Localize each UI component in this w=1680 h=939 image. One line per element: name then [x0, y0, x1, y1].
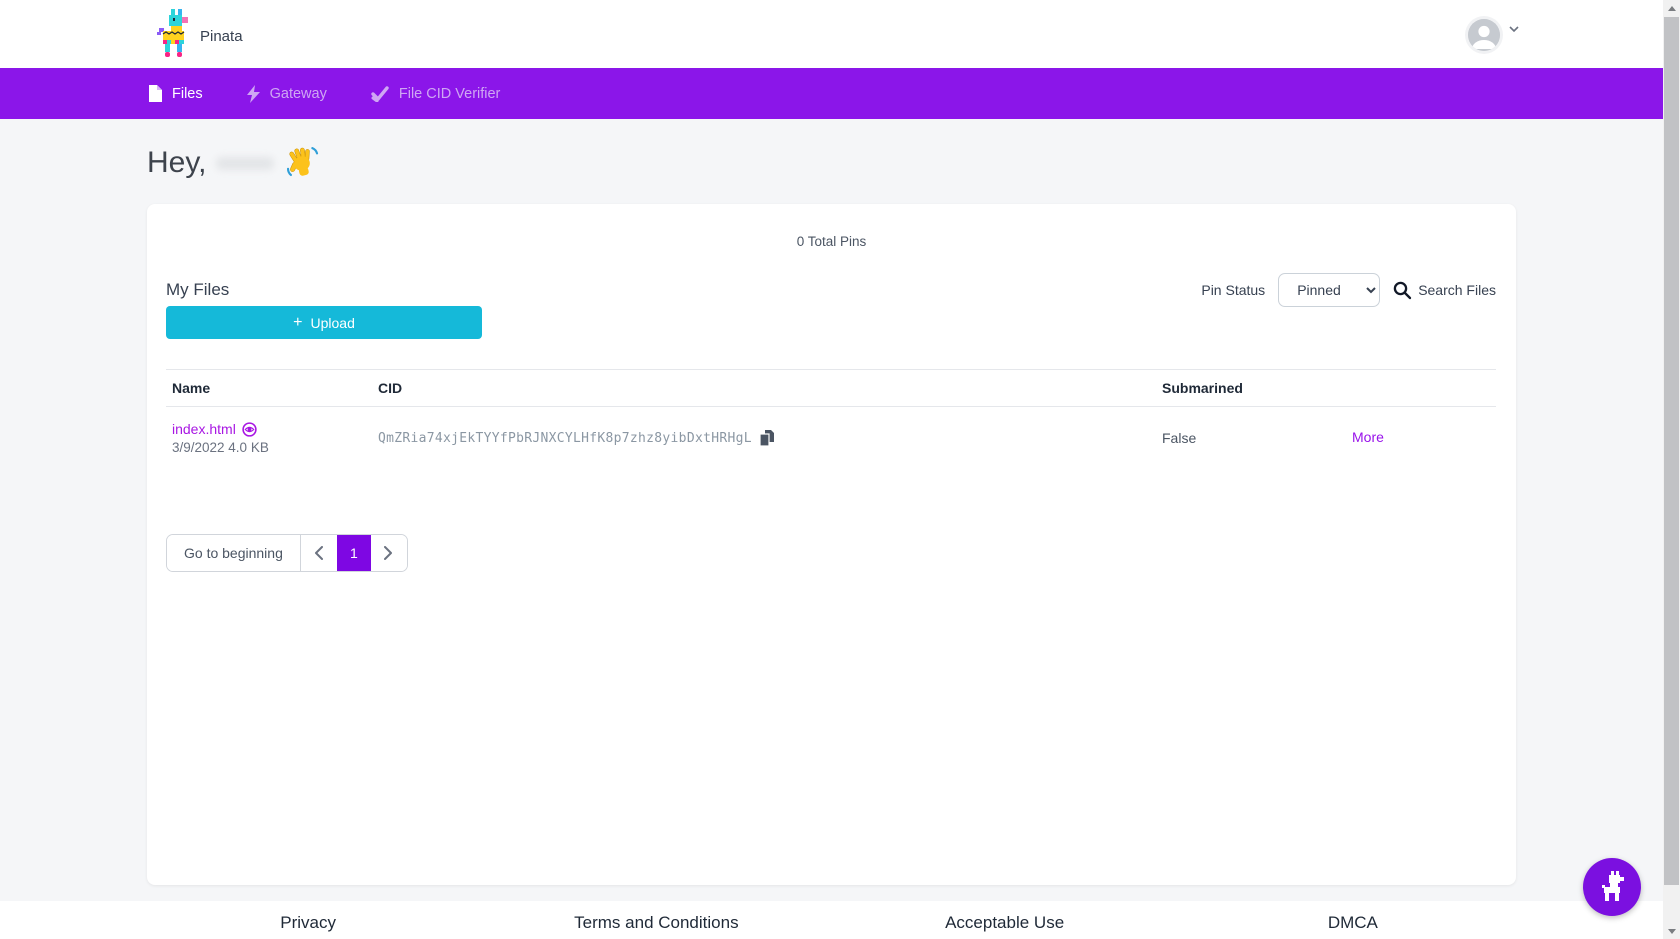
- file-name-cell: index.html 3/9/2022 4.0 KB: [166, 421, 378, 455]
- next-page-button[interactable]: [370, 535, 407, 571]
- previous-page-button[interactable]: [300, 535, 337, 571]
- table-header-row: Name CID Submarined: [166, 369, 1496, 407]
- vertical-scrollbar[interactable]: [1663, 0, 1680, 939]
- footer-link-terms[interactable]: Terms and Conditions: [574, 913, 739, 932]
- go-to-beginning-button[interactable]: Go to beginning: [167, 535, 301, 571]
- chevron-right-icon: [384, 546, 393, 560]
- pin-status-select[interactable]: Pinned: [1278, 273, 1381, 307]
- files-card: 0 Total Pins My Files Pin Status Pinned …: [147, 204, 1516, 885]
- files-table: Name CID Submarined index.html: [166, 369, 1496, 469]
- page-footer: Privacy Terms and Conditions Acceptable …: [0, 901, 1663, 939]
- cid-value: QmZRia74xjEkTYYfPbRJNXCYLHfK8p7zhz8yibDx…: [378, 430, 752, 446]
- chevron-left-icon: [315, 546, 324, 560]
- page-number-button[interactable]: 1: [336, 535, 371, 571]
- nav-item-label: Files: [172, 85, 203, 102]
- filter-controls: Pin Status Pinned Search Files: [1201, 273, 1496, 307]
- pinata-chat-fab[interactable]: [1583, 858, 1641, 916]
- user-menu-button[interactable]: [1465, 16, 1503, 54]
- redacted-username: [216, 156, 275, 170]
- upload-button[interactable]: + Upload: [166, 306, 482, 339]
- main-nav: Files Gateway File CID Verifier: [0, 68, 1663, 119]
- greeting-heading: Hey,: [147, 141, 320, 185]
- waving-hand-emoji: [287, 147, 319, 177]
- nav-item-label: Gateway: [269, 85, 327, 102]
- file-cid-cell: QmZRia74xjEkTYYfPbRJNXCYLHfK8p7zhz8yibDx…: [378, 430, 1162, 446]
- preview-eye-icon[interactable]: [242, 421, 257, 437]
- column-header-cid: CID: [378, 380, 403, 396]
- column-header-name: Name: [172, 380, 211, 396]
- plus-icon: +: [293, 313, 303, 331]
- column-header-submarined: Submarined: [1162, 380, 1243, 396]
- search-icon: [1393, 281, 1412, 299]
- footer-link-acceptable-use[interactable]: Acceptable Use: [945, 913, 1065, 932]
- footer-link-dmca[interactable]: DMCA: [1327, 913, 1378, 932]
- total-pins-summary: 0 Total Pins: [796, 234, 867, 249]
- section-header-row: My Files Pin Status Pinned Search Files: [166, 270, 1496, 310]
- copy-icon: [759, 430, 774, 446]
- my-files-title: My Files: [166, 280, 230, 299]
- copy-cid-button[interactable]: [759, 430, 774, 446]
- footer-links: Privacy Terms and Conditions Acceptable …: [134, 913, 1527, 933]
- brand-name: Pinata: [200, 28, 243, 45]
- page-body: Hey, 0 Total Pins My Files: [0, 119, 1663, 901]
- file-name-link[interactable]: index.html: [172, 421, 236, 437]
- pagination: Go to beginning 1: [166, 534, 408, 572]
- scrollbar-thumb[interactable]: [1664, 17, 1679, 885]
- greeting-text: Hey,: [147, 146, 207, 179]
- pinata-llama-icon: [1602, 871, 1624, 901]
- file-date-size: 3/9/2022 4.0 KB: [172, 440, 269, 455]
- person-icon: [1468, 19, 1500, 51]
- chevron-down-icon[interactable]: [1509, 26, 1519, 33]
- pinata-logo-icon: [157, 9, 188, 57]
- lightning-icon: [246, 84, 260, 103]
- app-header: Pinata: [0, 0, 1663, 68]
- nav-item-file-cid-verifier[interactable]: File CID Verifier: [371, 85, 501, 102]
- avatar: [1468, 19, 1500, 51]
- row-actions-cell: More: [1352, 429, 1496, 447]
- footer-link-privacy[interactable]: Privacy: [280, 913, 336, 932]
- search-files-label: Search Files: [1418, 282, 1496, 298]
- nav-item-gateway[interactable]: Gateway: [246, 84, 327, 103]
- more-link[interactable]: More: [1352, 429, 1384, 445]
- search-files-button[interactable]: Search Files: [1393, 281, 1496, 300]
- check-icon: [371, 85, 389, 102]
- scroll-down-arrow[interactable]: [1663, 923, 1680, 939]
- scroll-up-arrow[interactable]: [1663, 0, 1680, 16]
- table-row: index.html 3/9/2022 4.0 KB QmZRia74xjEkT…: [166, 407, 1496, 469]
- nav-item-files[interactable]: Files: [148, 85, 203, 102]
- pin-status-label: Pin Status: [1201, 282, 1266, 298]
- upload-button-label: Upload: [310, 314, 355, 331]
- file-icon: [149, 85, 162, 102]
- nav-item-label: File CID Verifier: [398, 85, 501, 102]
- submarined-cell: False: [1162, 430, 1197, 446]
